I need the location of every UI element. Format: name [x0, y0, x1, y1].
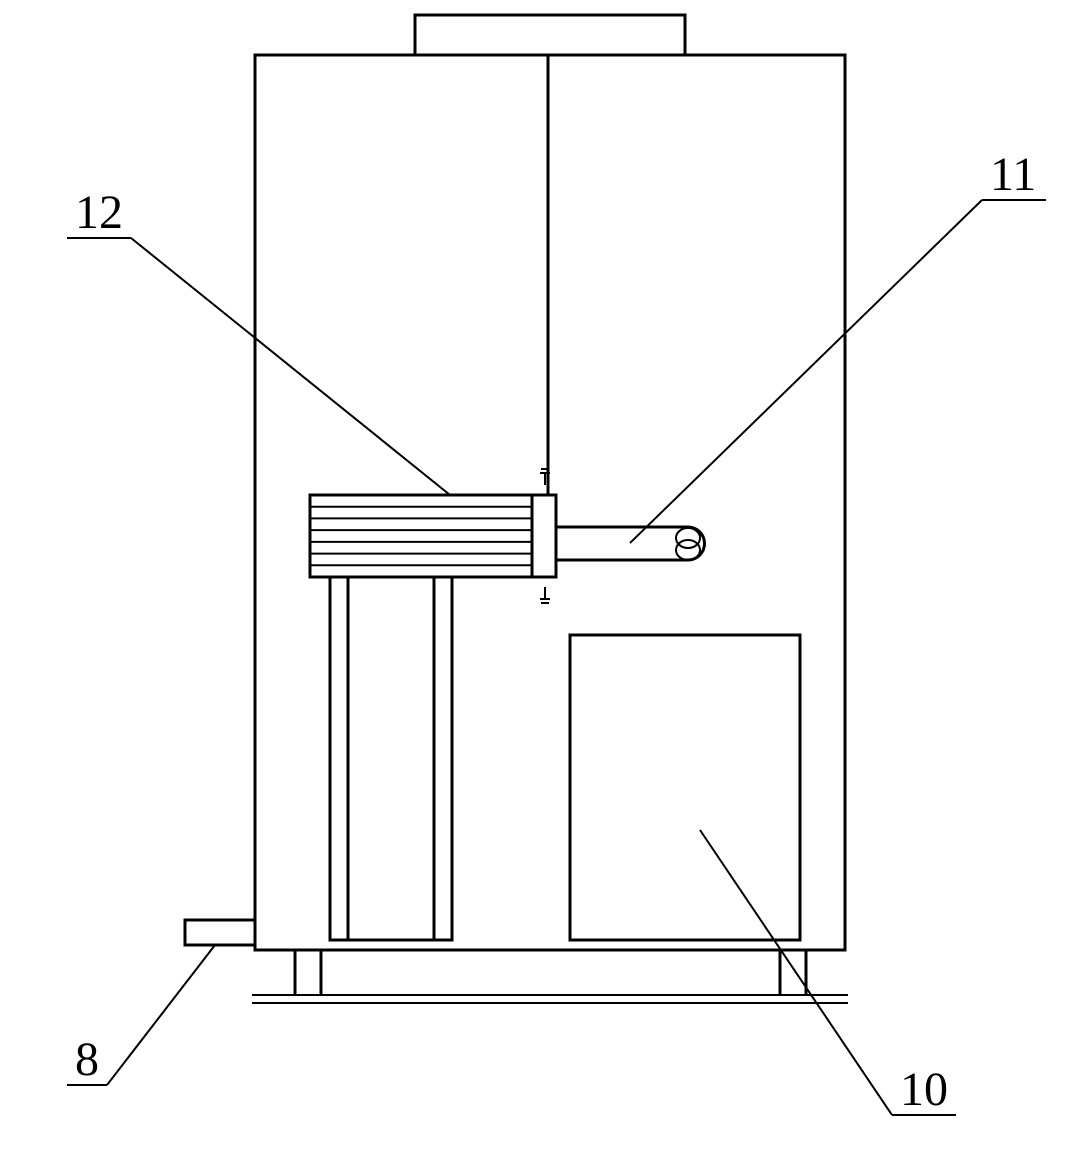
drain-port: [185, 920, 255, 945]
leader-line: [107, 945, 215, 1085]
outer-enclosure: [255, 55, 845, 950]
manifold-flange: [532, 495, 556, 577]
label-10: 10: [900, 1063, 948, 1116]
leader-line: [630, 200, 982, 543]
label-11: 11: [990, 148, 1036, 201]
label-12: 12: [75, 186, 123, 239]
coil-ring: [676, 528, 700, 548]
leader-line: [131, 238, 450, 495]
patent-diagram: 12 11 8 10: [0, 0, 1074, 1160]
leader-line: [700, 830, 892, 1115]
right-panel: [570, 635, 800, 940]
coil-ring: [676, 540, 700, 560]
label-8: 8: [75, 1033, 99, 1086]
top-port: [415, 15, 685, 55]
left-column-inner: [348, 577, 434, 940]
